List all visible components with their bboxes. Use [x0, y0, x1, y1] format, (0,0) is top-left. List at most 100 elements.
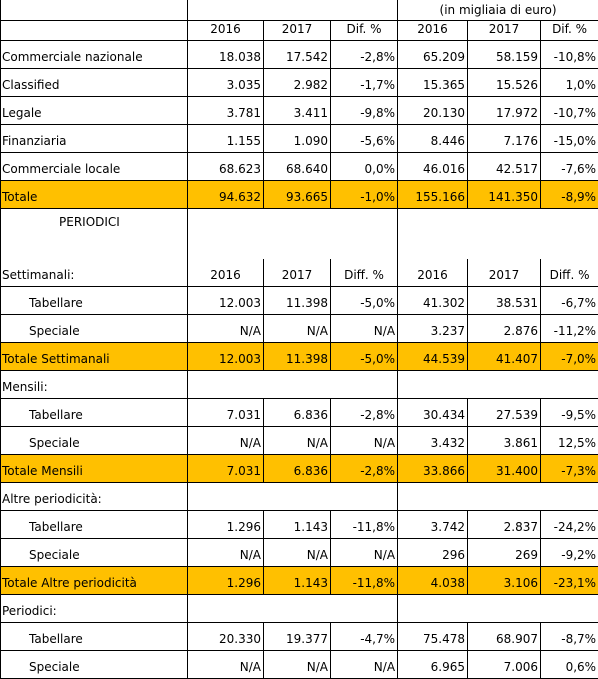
- row-label: Commerciale locale: [1, 153, 188, 181]
- cell-value: -4,7%: [331, 623, 398, 651]
- cell-value: 42.517: [468, 153, 541, 181]
- section-label: Periodici:: [1, 595, 188, 623]
- header-cell: [398, 595, 598, 623]
- row-label: Tabellare: [1, 511, 188, 539]
- column-header: 2016: [398, 21, 468, 41]
- section-label: Mensili:: [1, 371, 188, 399]
- cell-value: 2.876: [468, 315, 541, 343]
- table-row: Periodici:: [1, 595, 598, 623]
- cell-value: -11,2%: [541, 315, 598, 343]
- cell-value: 8.446: [398, 125, 468, 153]
- column-header: Dif. %: [331, 21, 398, 41]
- header-cell: [188, 0, 398, 21]
- cell-value: 3.781: [188, 97, 264, 125]
- cell-value: -24,2%: [541, 511, 598, 539]
- cell-value: 3.742: [398, 511, 468, 539]
- cell-value: N/A: [188, 315, 264, 343]
- section-label: Altre periodicità:: [1, 483, 188, 511]
- cell-value: 1.090: [264, 125, 331, 153]
- header-cell: [188, 209, 398, 260]
- cell-value: -10,7%: [541, 97, 598, 125]
- cell-value: 3.861: [468, 427, 541, 455]
- cell-value: 7.031: [188, 455, 264, 483]
- cell-value: 20.130: [398, 97, 468, 125]
- cell-value: -1,7%: [331, 69, 398, 97]
- row-label: Speciale: [1, 427, 188, 455]
- cell-value: -7,3%: [541, 455, 598, 483]
- cell-value: -10,8%: [541, 41, 598, 69]
- cell-value: 93.665: [264, 181, 331, 209]
- cell-value: 12.003: [188, 287, 264, 315]
- table-row: PERIODICI: [1, 209, 598, 260]
- row-label: Tabellare: [1, 623, 188, 651]
- cell-value: N/A: [188, 539, 264, 567]
- column-header: 2016: [188, 21, 264, 41]
- cell-value: -2,8%: [331, 455, 398, 483]
- cell-value: 2.837: [468, 511, 541, 539]
- column-header: 2017: [468, 259, 541, 287]
- header-cell: [1, 0, 188, 21]
- cell-value: 6.836: [264, 399, 331, 427]
- row-label: Speciale: [1, 651, 188, 679]
- cell-value: 3.106: [468, 567, 541, 595]
- cell-value: 18.038: [188, 41, 264, 69]
- cell-value: N/A: [264, 539, 331, 567]
- cell-value: 31.400: [468, 455, 541, 483]
- cell-value: -5,0%: [331, 343, 398, 371]
- unit-note: (in migliaia di euro): [398, 0, 598, 21]
- cell-value: N/A: [331, 427, 398, 455]
- row-label: Speciale: [1, 539, 188, 567]
- cell-value: 38.531: [468, 287, 541, 315]
- column-header: Dif. %: [541, 21, 598, 41]
- cell-value: -1,0%: [331, 181, 398, 209]
- cell-value: -5,0%: [331, 287, 398, 315]
- cell-value: 7.031: [188, 399, 264, 427]
- cell-value: 15.365: [398, 69, 468, 97]
- cell-value: N/A: [264, 315, 331, 343]
- cell-value: -8,7%: [541, 623, 598, 651]
- table-row: (in migliaia di euro): [1, 0, 598, 21]
- cell-value: 269: [468, 539, 541, 567]
- cell-value: -8,9%: [541, 181, 598, 209]
- cell-value: -9,8%: [331, 97, 398, 125]
- cell-value: 12,5%: [541, 427, 598, 455]
- row-label: Commerciale nazionale: [1, 41, 188, 69]
- cell-value: N/A: [331, 651, 398, 679]
- cell-value: 41.407: [468, 343, 541, 371]
- row-label: Totale Altre periodicità: [1, 567, 188, 595]
- table-row: Mensili:: [1, 371, 598, 399]
- header-cell: [188, 483, 398, 511]
- cell-value: N/A: [331, 315, 398, 343]
- column-header: Diff. %: [331, 259, 398, 287]
- cell-value: 68.623: [188, 153, 264, 181]
- cell-value: -11,8%: [331, 567, 398, 595]
- cell-value: 4.038: [398, 567, 468, 595]
- cell-value: 1.143: [264, 511, 331, 539]
- column-header: Diff. %: [541, 259, 598, 287]
- section-title: PERIODICI: [1, 209, 188, 260]
- cell-value: 3.035: [188, 69, 264, 97]
- cell-value: -9,2%: [541, 539, 598, 567]
- cell-value: 41.302: [398, 287, 468, 315]
- cell-value: N/A: [188, 651, 264, 679]
- cell-value: -7,6%: [541, 153, 598, 181]
- header-cell: [398, 371, 598, 399]
- cell-value: 155.166: [398, 181, 468, 209]
- cell-value: 1.143: [264, 567, 331, 595]
- row-label: Legale: [1, 97, 188, 125]
- cell-value: 1.296: [188, 511, 264, 539]
- cell-value: N/A: [264, 427, 331, 455]
- cell-value: 46.016: [398, 153, 468, 181]
